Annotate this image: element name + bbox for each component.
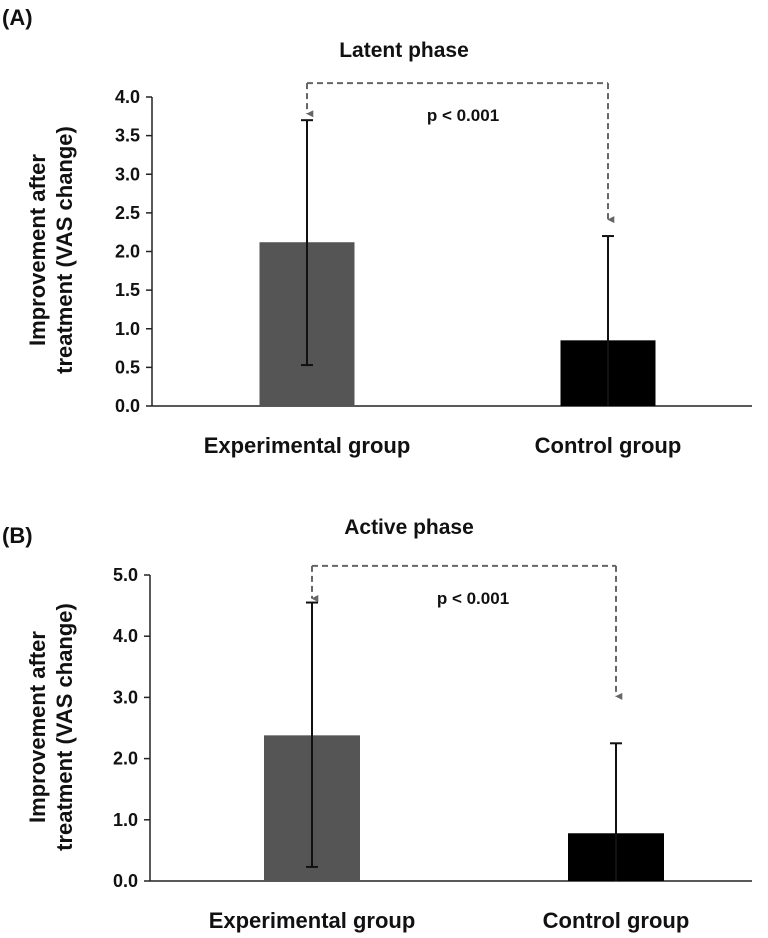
panel-a-y-tick-label: 4.0: [115, 87, 140, 107]
panel-b-y-tick-label: 4.0: [113, 626, 138, 646]
panel-a-y-tick-label: 1.0: [115, 319, 140, 339]
panel-a-category-label: Experimental group: [204, 433, 411, 458]
panel-b-y-tick-label: 2.0: [113, 749, 138, 769]
panel-a-p-value: p < 0.001: [427, 106, 499, 125]
panel-a-plot: 0.0 0.5 1.0 1.5 2.0 2.5 3.0 3.5 4.0 Experimental …: [115, 82, 752, 458]
panel-a-ylabel-line2: treatment (VAS change): [52, 126, 77, 374]
panel-a-category-label: Control group: [535, 433, 682, 458]
panel-b-y-tick-label: 0.0: [113, 871, 138, 891]
panel-b-ylabel-line2: treatment (VAS change): [52, 603, 77, 851]
panel-b-ylabel-line1: Improvement after: [25, 631, 50, 823]
panel-a-label: (A): [2, 5, 33, 30]
panel-a-y-tick-label: 0.0: [115, 396, 140, 416]
panel-a-ylabel-line1: Improvement after: [25, 154, 50, 346]
panel-a-y-tick-label: 3.0: [115, 164, 140, 184]
panel-a-y-tick-label: 0.5: [115, 357, 140, 377]
panel-b-title: Active phase: [344, 516, 474, 539]
panel-a-y-tick-label: 3.5: [115, 126, 140, 146]
panel-b-y-tick-label: 3.0: [113, 687, 138, 707]
panel-b-category-label: Control group: [543, 908, 690, 933]
panel-b-y-tick-label: 5.0: [113, 565, 138, 585]
panel-a-y-tick-label: 2.0: [115, 242, 140, 262]
panel-b-y-tick-label: 1.0: [113, 810, 138, 830]
panel-b-plot: 0.0 1.0 2.0 3.0 4.0 5.0 Experimental group Cont…: [113, 564, 752, 933]
panel-a-title: Latent phase: [339, 39, 469, 62]
panel-a-y-tick-label: 1.5: [115, 280, 140, 300]
panel-b-category-label: Experimental group: [209, 908, 416, 933]
panel-b-p-value: p < 0.001: [437, 589, 509, 608]
panel-a-y-tick-label: 2.5: [115, 203, 140, 223]
panel-b-label: (B): [2, 523, 33, 548]
